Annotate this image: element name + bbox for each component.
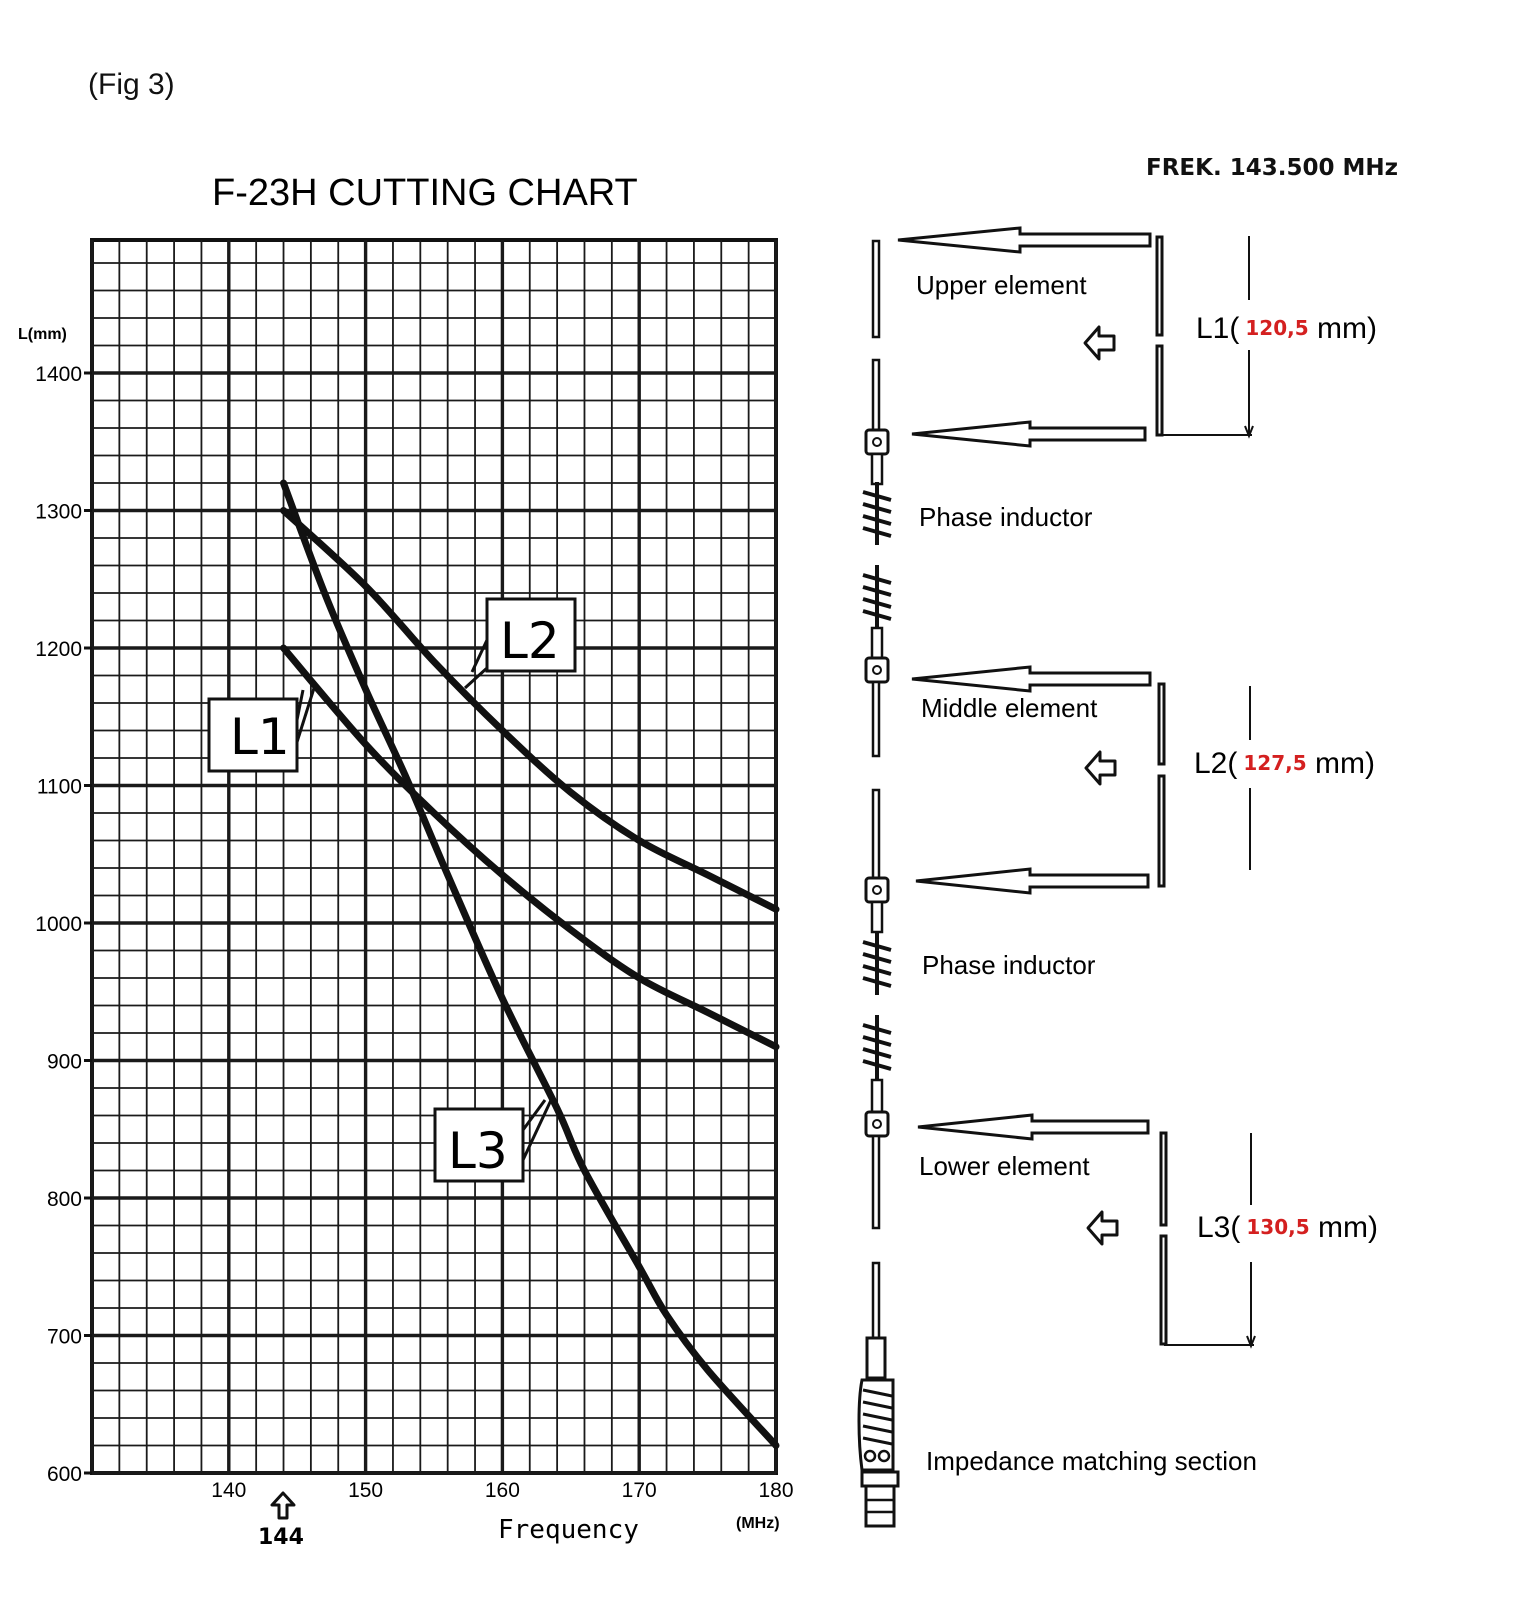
length-l2-prefix: L2( — [1194, 747, 1237, 780]
length-l3-value: 130,5 — [1246, 1215, 1309, 1239]
curve-label-l1: L1 — [230, 708, 290, 766]
y-tick-label: 700 — [47, 1326, 82, 1349]
part-label-impedance-matching-section: Impedance matching section — [926, 1446, 1257, 1476]
arrow-upper-element-top-icon — [897, 226, 1152, 254]
y-tick-label: 1200 — [35, 638, 82, 661]
length-label-l3: L3(130,5 mm) — [1197, 1211, 1378, 1244]
phase-inductor-coil-2 — [862, 932, 892, 1080]
y-tick-label: 1100 — [37, 776, 82, 799]
curve-label-l2: L2 — [500, 612, 560, 670]
length-l2-suffix: mm) — [1307, 747, 1375, 780]
length-bar-l1-bottom — [1155, 344, 1164, 437]
lower-element-rod — [871, 1134, 881, 1230]
connector-3 — [864, 876, 890, 904]
connector-4 — [864, 1110, 890, 1138]
chart-title: F-23H CUTTING CHART — [212, 172, 638, 214]
length-bar-l1-top — [1155, 235, 1164, 337]
small-arrow-l3-icon — [1086, 1210, 1119, 1246]
callout-l2: L2 — [463, 597, 577, 690]
upper-element-rod — [871, 239, 881, 339]
y-tick-label: 800 — [47, 1188, 82, 1211]
arrow-lower-element-top-icon — [917, 1113, 1150, 1141]
y-tick-label: 600 — [47, 1463, 82, 1486]
length-bar-l2-bottom — [1157, 774, 1166, 888]
marker-144-arrow-icon — [270, 1491, 296, 1520]
y-tick-label: 900 — [47, 1051, 82, 1074]
marker-144-label: 144 — [258, 1525, 304, 1550]
length-label-l1: L1(120,5 mm) — [1196, 312, 1377, 345]
length-l1-value: 120,5 — [1245, 316, 1308, 340]
small-arrow-l2-icon — [1084, 750, 1117, 786]
series-line-l3 — [280, 479, 780, 1449]
small-arrow-l1-icon — [1083, 325, 1116, 361]
series-line-l2 — [280, 507, 780, 913]
figure-label: (Fig 3) — [88, 68, 175, 101]
x-tick-label: 160 — [485, 1479, 520, 1502]
frequency-note: FREK. 143.500 MHz — [1146, 155, 1398, 181]
part-label-upper-element: Upper element — [916, 270, 1087, 300]
upper-element-rod-lower — [871, 358, 881, 436]
length-bar-l3-top — [1159, 1131, 1168, 1227]
lower-element-rod-lower — [871, 1261, 881, 1340]
y-tick-label: 1300 — [35, 501, 82, 524]
length-bar-l2-top — [1157, 682, 1166, 766]
part-label-lower-element: Lower element — [919, 1151, 1090, 1181]
phase-inductor-coil-1 — [862, 482, 892, 628]
x-axis-unit: (MHz) — [736, 1515, 780, 1532]
part-label-middle-element: Middle element — [921, 693, 1098, 723]
part-label-phase-inductor-2: Phase inductor — [922, 950, 1096, 980]
x-tick-label: 170 — [622, 1479, 657, 1502]
middle-element-rod-lower — [871, 788, 881, 880]
length-bar-l3-bottom — [1159, 1234, 1168, 1346]
x-tick-label: 180 — [758, 1479, 793, 1502]
length-l3-suffix: mm) — [1310, 1211, 1378, 1244]
arrow-upper-element-bottom-icon — [911, 420, 1147, 448]
impedance-matching-section — [857, 1336, 900, 1528]
length-l1-prefix: L1( — [1196, 312, 1239, 345]
arrow-middle-element-bottom-icon — [915, 867, 1150, 895]
length-l3-prefix: L3( — [1197, 1211, 1240, 1244]
chart-series — [280, 479, 780, 1449]
chart-ticks: 600 700 800 900 1000 1100 1200 1300 1400 140 150 16… — [35, 363, 793, 1502]
callout-l1: L1 — [207, 684, 317, 773]
series-line-l1 — [280, 644, 780, 1051]
curve-label-l3: L3 — [448, 1122, 508, 1180]
middle-element-rod — [871, 680, 881, 758]
connector-2 — [864, 656, 890, 684]
y-tick-label: 1000 — [35, 913, 82, 936]
antenna-diagram — [857, 226, 1256, 1528]
y-axis-label: L(mm) — [18, 326, 67, 343]
part-label-phase-inductor-1: Phase inductor — [919, 502, 1093, 532]
connector-1 — [864, 428, 890, 456]
length-label-l2: L2(127,5 mm) — [1194, 747, 1375, 780]
arrow-middle-element-top-icon — [911, 665, 1152, 693]
x-axis-title: Frequency — [498, 1515, 639, 1545]
length-l1-suffix: mm) — [1309, 312, 1377, 345]
callout-l3: L3 — [433, 1097, 554, 1183]
y-tick-label: 1400 — [35, 363, 82, 386]
x-tick-label: 140 — [211, 1479, 246, 1502]
length-l2-value: 127,5 — [1243, 751, 1306, 775]
x-tick-label: 150 — [348, 1479, 383, 1502]
